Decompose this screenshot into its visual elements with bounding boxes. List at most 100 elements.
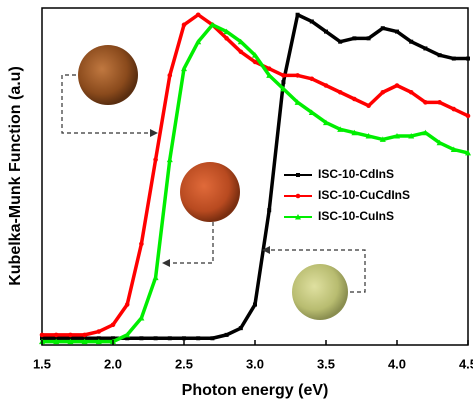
marker <box>465 149 471 156</box>
x-tick-label: 1.5 <box>33 356 51 371</box>
marker <box>139 241 144 247</box>
marker <box>181 65 187 72</box>
marker <box>238 326 243 331</box>
marker <box>352 96 357 102</box>
marker <box>224 36 229 41</box>
marker <box>152 274 159 281</box>
marker <box>195 38 202 45</box>
marker <box>67 338 74 345</box>
marker <box>167 336 172 341</box>
x-tick-label: 2.0 <box>104 356 122 371</box>
sample-photo <box>292 264 348 320</box>
marker <box>124 302 130 307</box>
marker <box>166 156 173 163</box>
marker <box>125 336 130 341</box>
marker <box>423 100 428 105</box>
marker <box>82 336 87 341</box>
legend-marker <box>295 193 301 199</box>
marker <box>210 336 215 341</box>
marker <box>409 39 414 44</box>
marker <box>365 133 372 139</box>
marker <box>68 336 73 341</box>
marker <box>153 336 158 341</box>
marker <box>408 133 415 139</box>
marker <box>450 146 457 153</box>
marker <box>223 28 230 35</box>
sample-photo <box>180 162 240 222</box>
marker <box>295 73 300 78</box>
marker <box>39 332 45 338</box>
marker <box>281 73 286 78</box>
marker <box>138 315 145 321</box>
marker <box>196 336 201 341</box>
marker <box>167 73 173 78</box>
pointer-lines <box>61 74 366 293</box>
marker <box>366 103 371 109</box>
legend-marker <box>295 214 301 220</box>
marker <box>380 89 386 95</box>
marker <box>96 336 101 341</box>
marker <box>465 113 471 119</box>
marker <box>195 12 201 18</box>
marker <box>395 29 399 34</box>
marker <box>224 332 229 337</box>
x-tick-label: 3.0 <box>246 356 264 371</box>
marker <box>338 39 343 44</box>
pointer-heads <box>150 129 270 267</box>
marker <box>111 336 115 341</box>
marker <box>309 76 315 82</box>
marker <box>451 106 457 112</box>
marker <box>422 129 429 136</box>
x-tick-label: 2.5 <box>175 356 193 371</box>
marker <box>54 336 59 341</box>
legend-marker <box>296 173 300 177</box>
marker <box>153 157 158 162</box>
marker <box>266 72 273 78</box>
x-axis-label: Photon energy (eV) <box>182 382 329 399</box>
marker <box>252 52 258 58</box>
marker <box>182 336 186 341</box>
marker <box>309 19 314 24</box>
marker <box>181 22 187 28</box>
marker <box>294 99 301 105</box>
legend-label: ISC-10-CuCdInS <box>318 188 410 202</box>
legend-label: ISC-10-CdInS <box>318 167 394 181</box>
marker <box>380 26 385 31</box>
marker <box>124 331 131 338</box>
marker <box>280 85 287 92</box>
marker <box>267 208 272 213</box>
marker <box>451 56 456 61</box>
legend-label: ISC-10-CuInS <box>318 209 394 223</box>
marker <box>308 109 315 115</box>
marker <box>352 36 357 41</box>
marker <box>337 126 344 132</box>
marker <box>237 38 244 45</box>
marker <box>281 80 286 85</box>
marker <box>337 89 343 95</box>
marker <box>394 83 400 88</box>
marker <box>53 338 60 345</box>
marker <box>437 100 442 105</box>
marker <box>437 53 442 58</box>
marker <box>466 56 470 61</box>
marker <box>379 136 386 142</box>
marker <box>324 29 328 34</box>
marker <box>68 332 73 338</box>
marker <box>238 49 244 55</box>
marker <box>253 302 257 307</box>
marker <box>351 129 358 136</box>
marker <box>423 46 428 51</box>
marker <box>266 66 272 71</box>
x-tick-label: 4.0 <box>388 356 406 371</box>
marker <box>81 338 88 345</box>
marker <box>394 133 400 139</box>
x-tick-label: 4.5 <box>459 356 473 371</box>
sample-photo <box>78 45 138 105</box>
marker <box>139 336 144 341</box>
marker <box>408 89 414 95</box>
marker <box>96 329 102 334</box>
marker <box>366 36 371 41</box>
marker <box>40 336 44 341</box>
marker <box>323 119 329 126</box>
